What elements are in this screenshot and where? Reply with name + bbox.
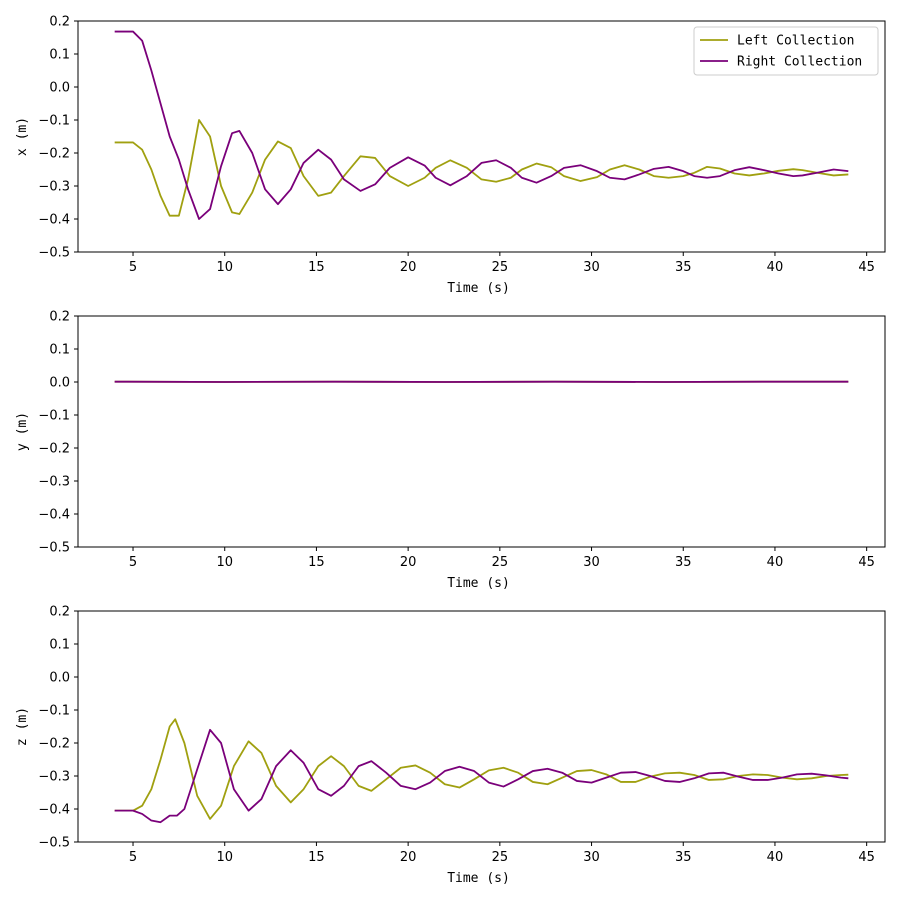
x-tick-label: 15 [308, 260, 325, 275]
y-tick-label: −0.5 [38, 246, 70, 261]
x-tick-label: 20 [400, 555, 417, 570]
y-tick-label: 0.1 [49, 48, 70, 63]
y-tick-label: −0.4 [38, 508, 70, 523]
y-tick-label: 0.1 [49, 638, 70, 653]
y-axis-label: y (m) [15, 412, 30, 451]
x-tick-label: 5 [129, 555, 137, 570]
x-tick-label: 15 [308, 555, 325, 570]
x-tick-label: 20 [400, 260, 417, 275]
y-tick-label: −0.2 [38, 442, 70, 457]
x-tick-label: 20 [400, 850, 417, 865]
y-tick-label: −0.3 [38, 180, 70, 195]
x-tick-label: 35 [675, 260, 692, 275]
x-axis-label: Time (s) [447, 576, 510, 591]
y-tick-label: 0.2 [49, 15, 70, 30]
x-tick-label: 25 [492, 555, 509, 570]
y-tick-label: −0.5 [38, 541, 70, 556]
x-tick-label: 10 [216, 555, 233, 570]
x-tick-label: 40 [767, 850, 784, 865]
x-tick-label: 5 [129, 850, 137, 865]
x-tick-label: 40 [767, 260, 784, 275]
y-tick-label: −0.4 [38, 213, 70, 228]
series-line-left-collection [114, 119, 849, 217]
x-tick-label: 45 [858, 850, 875, 865]
axes-frame [77, 20, 886, 253]
legend-box [693, 26, 879, 76]
x-tick-label: 45 [858, 260, 875, 275]
series-line-right-collection [114, 30, 849, 220]
x-tick-label: 15 [308, 850, 325, 865]
y-tick-label: −0.2 [38, 737, 70, 752]
y-axis-label: z (m) [15, 707, 30, 746]
axes-frame [77, 610, 886, 843]
legend: Left Collection Right Collection [693, 26, 879, 76]
y-tick-label: −0.4 [38, 803, 70, 818]
y-tick-label: 0.2 [49, 605, 70, 620]
x-tick-label: 30 [583, 555, 600, 570]
axes-frame [77, 315, 886, 548]
x-tick-label: 25 [492, 260, 509, 275]
subplot-2: 5 10 15 20 25 30 35 40 45 −0.5 −0.4 −0.3 −0.2 −0.1 0.0… [15, 310, 886, 591]
y-tick-label: 0.0 [49, 376, 70, 391]
y-tick-label: −0.1 [38, 114, 70, 129]
x-tick-label: 10 [216, 850, 233, 865]
x-tick-label: 5 [129, 260, 137, 275]
y-tick-label: −0.3 [38, 475, 70, 490]
x-axis-label: Time (s) [447, 871, 510, 886]
x-tick-label: 40 [767, 555, 784, 570]
series-line-right-collection [114, 728, 849, 824]
y-tick-label: −0.5 [38, 836, 70, 851]
y-axis-label: x (m) [15, 117, 30, 156]
y-tick-label: 0.2 [49, 310, 70, 325]
y-tick-label: 0.0 [49, 671, 70, 686]
x-axis-label: Time (s) [447, 281, 510, 296]
series-line-left-collection [114, 718, 849, 820]
y-tick-label: −0.1 [38, 704, 70, 719]
x-tick-label: 30 [583, 260, 600, 275]
x-tick-label: 35 [675, 850, 692, 865]
legend-entry: Left Collection [737, 34, 854, 49]
x-tick-label: 30 [583, 850, 600, 865]
subplot-3: 5 10 15 20 25 30 35 40 45 −0.5 −0.4 −0.3 −0.2 −0.1 0.0… [15, 605, 886, 886]
y-tick-label: −0.2 [38, 147, 70, 162]
x-tick-label: 10 [216, 260, 233, 275]
x-tick-label: 25 [492, 850, 509, 865]
y-tick-label: 0.0 [49, 81, 70, 96]
subplot-1: 5 10 15 20 25 30 35 40 45 −0.5 −0.4 −0.3 −0.2 −0.1 0.0… [15, 15, 886, 296]
y-tick-label: −0.3 [38, 770, 70, 785]
legend-entry: Right Collection [737, 55, 862, 70]
x-tick-label: 35 [675, 555, 692, 570]
x-tick-label: 45 [858, 555, 875, 570]
y-tick-label: −0.1 [38, 409, 70, 424]
y-tick-label: 0.1 [49, 343, 70, 358]
